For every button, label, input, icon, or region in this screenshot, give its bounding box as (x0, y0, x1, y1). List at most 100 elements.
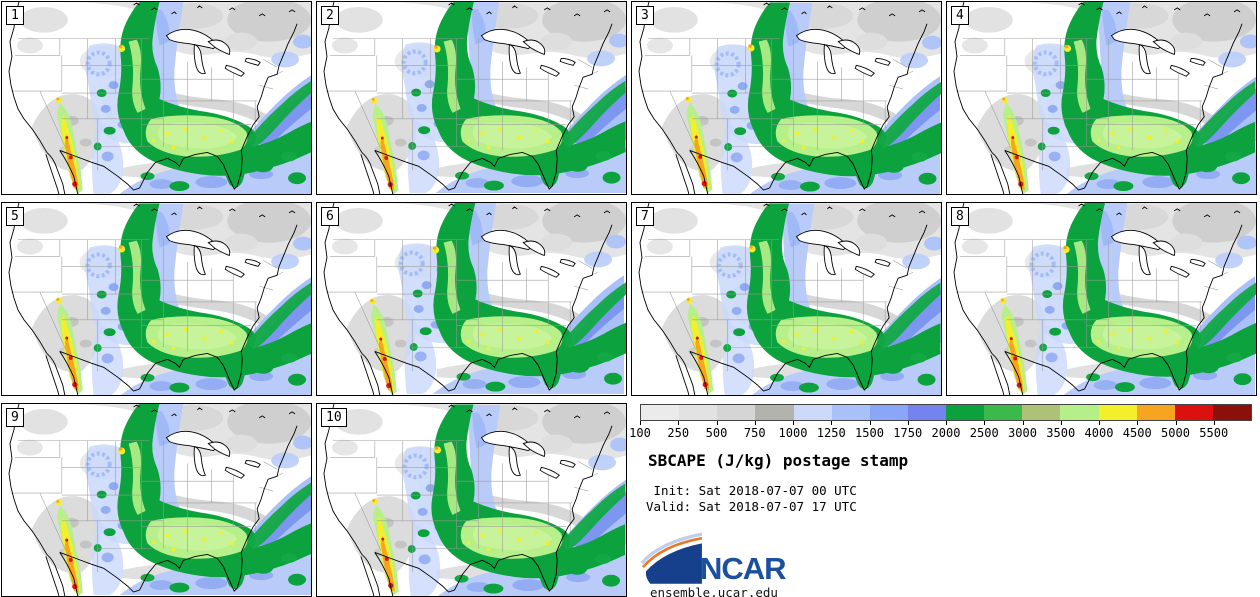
colorbar-tick (640, 421, 641, 425)
member-number-badge: 5 (6, 207, 24, 226)
colorbar-segment (1060, 405, 1099, 420)
cape-map (323, 2, 626, 194)
colorbar-tick-label: 4000 (1084, 426, 1114, 440)
colorbar-tick-label: 1000 (778, 426, 808, 440)
colorbar-segment (946, 405, 985, 420)
ensemble-member-panel: 1 (1, 1, 312, 195)
very-high-cape-layer (128, 441, 248, 559)
init-time: Init: Sat 2018-07-07 00 UTC (646, 483, 857, 498)
colorbar-tick (984, 421, 986, 425)
colorbar-tick (907, 421, 909, 425)
legend: 100 250 500 750 1000 1250 1500 1750 2000 2500 3000… (629, 404, 1256, 597)
very-high-cape-layer (128, 39, 248, 157)
colorbar-tick-label: 2000 (931, 426, 961, 440)
ncar-swoosh-icon (640, 532, 703, 584)
colorbar-tick-label: 100 (629, 426, 651, 440)
lake-erie (539, 64, 560, 77)
lake-michigan (193, 244, 206, 276)
lake-huron (207, 240, 231, 257)
ensemble-member-panel: 5 (1, 202, 312, 396)
colorbar-tick (869, 421, 871, 425)
lake-michigan (193, 445, 206, 477)
lake-ontario (244, 258, 261, 267)
colorbar-tick-label: 750 (743, 426, 766, 440)
colorbar-tick (1137, 421, 1139, 425)
lake-erie (224, 265, 245, 278)
member-number: 3 (641, 8, 649, 23)
lake-huron (207, 441, 231, 458)
colorbar-segment (1174, 405, 1213, 420)
lake-ontario (244, 459, 261, 468)
colorbar-tick-label: 1250 (816, 426, 846, 440)
colorbar-tick-label: 2500 (969, 426, 999, 440)
lake-michigan (1138, 43, 1151, 75)
member-number: 8 (956, 209, 964, 224)
ncar-wordmark: NCAR (700, 551, 787, 586)
lake-erie (1169, 265, 1190, 278)
ensemble-member-panel: 2 (316, 1, 627, 195)
member-number-badge: 9 (6, 408, 24, 427)
lake-ontario (1189, 57, 1206, 66)
member-number-badge: 1 (6, 6, 24, 25)
ensemble-member-panel: 7 (631, 202, 942, 396)
colorbar-segment (717, 405, 756, 420)
very-high-cape-layer (128, 240, 248, 358)
legend-title: SBCAPE (J/kg) postage stamp (648, 451, 909, 470)
lake-michigan (193, 43, 206, 75)
lake-erie (539, 265, 560, 278)
colorbar-tick-label: 5500 (1199, 426, 1229, 440)
coastlines (8, 203, 298, 395)
lake-erie (854, 64, 875, 77)
state-borders (325, 38, 599, 171)
colorbar-segment (831, 405, 870, 420)
cape-map (323, 404, 626, 596)
lake-huron (522, 240, 546, 257)
lake-michigan (823, 43, 836, 75)
colorbar-tick-label: 500 (705, 426, 728, 440)
colorbar-tick-label: 4500 (1122, 426, 1152, 440)
cape-map (638, 203, 941, 395)
member-number-badge: 10 (321, 408, 347, 427)
lake-erie (224, 466, 245, 479)
extreme-cape-layer (1001, 44, 1072, 194)
extreme-cape-layer (686, 245, 756, 395)
ensemble-member-panel: 9 (1, 403, 312, 597)
ensemble-member-panel: 3 (631, 1, 942, 195)
lake-ontario (874, 258, 891, 267)
ensemble-member-panel: 8 (946, 202, 1257, 396)
member-number-badge: 4 (951, 6, 969, 25)
cape-map (8, 203, 311, 395)
state-borders (955, 38, 1229, 171)
coastlines (323, 404, 613, 596)
member-number: 6 (326, 209, 334, 224)
lake-michigan (1138, 244, 1151, 276)
colorbar-tick-label: 1500 (855, 426, 884, 440)
ncar-logo: NCAR (640, 532, 787, 586)
ensemble-member-panel: 4 (946, 1, 1257, 195)
ensemble-member-panel: 6 (316, 202, 627, 396)
very-high-cape-layer (443, 240, 563, 358)
state-borders (325, 440, 599, 573)
colorbar-tick (1213, 421, 1215, 425)
coastlines (953, 203, 1243, 395)
coastlines (953, 2, 1243, 194)
colorbar-segment (907, 405, 946, 420)
colorbar-tick (793, 421, 794, 425)
colorbar-segment (1136, 405, 1175, 420)
lake-ontario (559, 57, 576, 66)
lake-michigan (508, 244, 521, 276)
cape-map (8, 404, 311, 596)
colorbar-tick (1175, 421, 1177, 425)
lake-erie (854, 265, 875, 278)
very-high-cape-layer (443, 39, 563, 157)
member-number: 10 (326, 410, 342, 425)
colorbar-tick (716, 421, 718, 425)
coastlines (638, 203, 928, 395)
member-number: 5 (11, 209, 19, 224)
lake-erie (224, 64, 245, 77)
colorbar-segment (1098, 405, 1137, 420)
colorbar-tick (1022, 421, 1024, 425)
lake-huron (837, 240, 861, 257)
lake-michigan (823, 244, 836, 276)
extreme-cape-layer (55, 44, 126, 194)
